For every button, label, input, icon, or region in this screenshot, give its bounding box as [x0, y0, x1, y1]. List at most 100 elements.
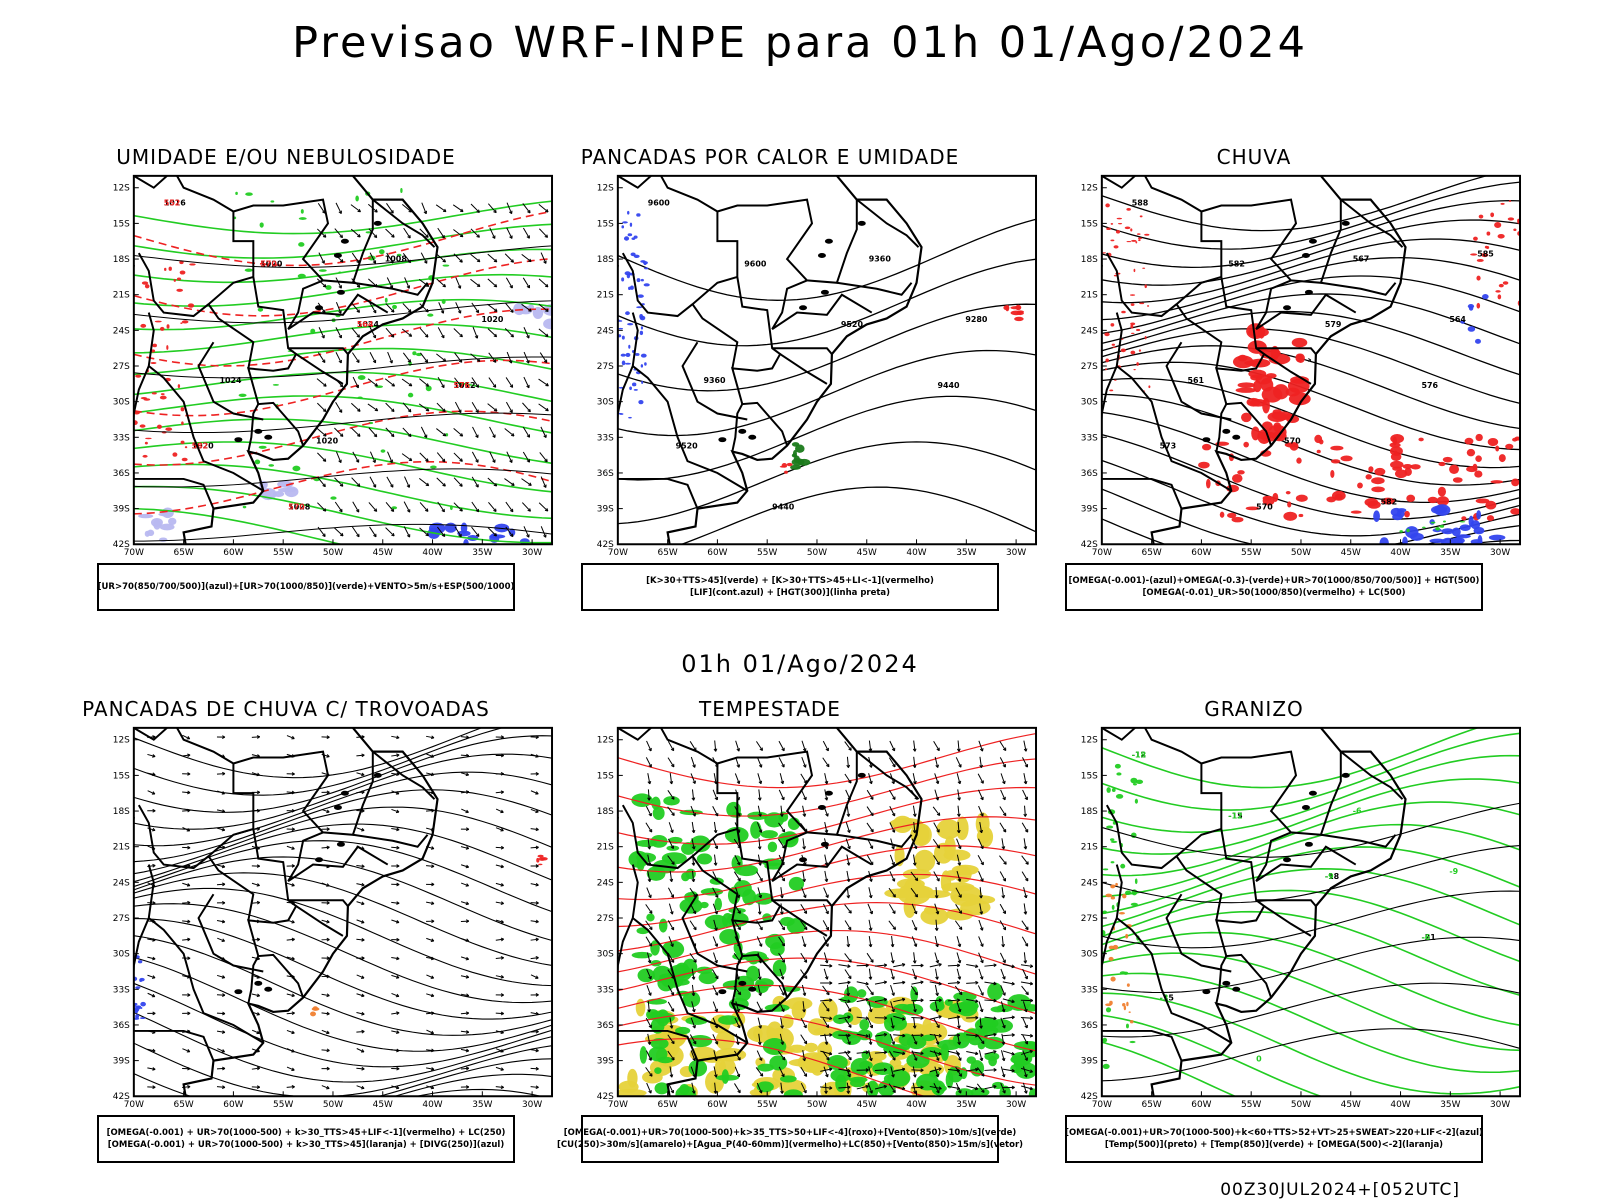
legend-line-1: [OMEGA(-0.001)-(azul)+OMEGA(-0.3)-(verde… [1068, 576, 1480, 586]
lon-tick-label: 50W [1291, 548, 1311, 558]
map-tempestade: 12S 15S 18S 21S 24S 27S 30S 33S 36S 39S 42S 70W 65W 6… [580, 725, 1040, 1129]
contour-label: -12 [1228, 811, 1242, 820]
lon-tick-label: 60W [1191, 548, 1211, 558]
lat-tick-label: 27S [113, 914, 130, 924]
contour-label: 1008 [385, 254, 408, 263]
lon-tick-label: 30W [1490, 548, 1510, 558]
lon-tick-label: 35W [472, 548, 492, 558]
contour-label: 570 [1256, 502, 1273, 511]
lon-tick-label: 65W [1141, 1100, 1161, 1110]
lat-tick-label: 30S [1081, 950, 1098, 960]
lat-tick-label: 42S [113, 1092, 130, 1102]
lat-tick-label: 21S [597, 843, 614, 853]
lat-tick-label: 15S [1081, 219, 1098, 229]
lat-tick-label: 42S [597, 540, 614, 550]
panel-legend: [OMEGA(-0.001)-(azul)+OMEGA(-0.3)-(verde… [1065, 563, 1483, 611]
panel-legend: [OMEGA(-0.001) + UR>70(1000-500) + k>30_… [97, 1115, 515, 1163]
lon-tick-label: 35W [956, 548, 976, 558]
panel-title: PANCADAS POR CALOR E UMIDADE [580, 145, 960, 169]
legend-line-2: [OMEGA(-0.01)_UR>50(1000/850)(vermelho) … [1142, 588, 1406, 598]
lon-tick-label: 60W [1191, 1100, 1211, 1110]
lon-tick-label: 30W [1490, 1100, 1510, 1110]
contour-label: 1020 [260, 259, 283, 268]
map-plot: 9600 9600 9520 9440 9520 9440 9360 9280 9360 12S 1… [597, 174, 1038, 558]
contour-label: 1020 [481, 315, 504, 324]
lon-tick-label: 50W [323, 548, 343, 558]
legend-line-1: [OMEGA(-0.001)+UR>70(1000-500)+k>35_TTS>… [563, 1128, 1017, 1138]
contour-label: -12 [1132, 751, 1146, 760]
lat-tick-label: 33S [1081, 985, 1098, 995]
lat-tick-label: 18S [1081, 255, 1098, 265]
page-title: Previsao WRF-INPE para 01h 01/Ago/2024 [292, 18, 1308, 68]
lat-tick-label: 36S [597, 469, 614, 479]
map-umidade: 1016 1020 1024 1012 1020 1028 1008 1020 1024 1020… [96, 173, 556, 577]
contour-label: 9600 [648, 199, 671, 208]
lon-tick-label: 55W [273, 548, 293, 558]
lat-tick-label: 39S [113, 505, 130, 515]
contour-label: 582 [1381, 497, 1398, 506]
legend-line-2: [OMEGA(-0.001) + UR>70(1000-500) + k>30_… [107, 1140, 505, 1150]
legend-line-1: [UR>70(850/700/500)](azul)+[UR>70(1000/8… [97, 582, 515, 592]
lat-tick-label: 15S [113, 771, 130, 781]
lon-tick-label: 50W [807, 1100, 827, 1110]
lon-tick-label: 70W [1092, 548, 1112, 558]
lat-tick-label: 39S [1081, 505, 1098, 515]
lon-tick-label: 70W [124, 548, 144, 558]
lat-tick-label: 18S [1081, 807, 1098, 817]
lon-tick-label: 50W [323, 1100, 343, 1110]
panel-legend: [OMEGA(-0.001)+UR>70(1000-500)+k>35_TTS>… [557, 1115, 1023, 1163]
lat-tick-label: 36S [113, 469, 130, 479]
lon-tick-label: 55W [757, 1100, 777, 1110]
lat-tick-label: 39S [597, 1057, 614, 1067]
lat-tick-label: 18S [597, 807, 614, 817]
lat-tick-label: 36S [1081, 1021, 1098, 1031]
contour-label: 552 [164, 199, 181, 208]
legend-line-1: [OMEGA(-0.001) + UR>70(1000-500) + k>30_… [106, 1128, 506, 1138]
lat-tick-label: 15S [113, 219, 130, 229]
lat-tick-label: 42S [1081, 1092, 1098, 1102]
contour-label: -18 [1325, 872, 1340, 881]
lat-tick-label: 33S [1081, 433, 1098, 443]
lon-tick-label: 55W [1241, 548, 1261, 558]
lat-tick-label: 30S [597, 398, 614, 408]
lat-tick-label: 24S [113, 326, 130, 336]
panel-legend: [OMEGA(-0.001)+UR>70(1000-500)+k<60+TTS>… [1065, 1115, 1483, 1163]
contour-label: 582 [192, 442, 209, 451]
panel-chuva: CHUVA 588 582 579 576 573 570 567 564 561 570 582 5… [1024, 145, 1522, 645]
lon-tick-label: 40W [1390, 1100, 1410, 1110]
legend-line-2: [Temp(500)](preto) + [Temp(850)](verde) … [1104, 1140, 1444, 1150]
lat-tick-label: 18S [597, 255, 614, 265]
lat-tick-label: 30S [113, 398, 130, 408]
contour-label: 9440 [937, 381, 960, 390]
contour-label: 1028 [288, 502, 311, 511]
contour-label: 1020 [316, 437, 339, 446]
lon-tick-label: 65W [657, 1100, 677, 1110]
panel-title: UMIDADE E/OU NEBULOSIDADE [116, 145, 456, 169]
contour-label: 1020 [192, 442, 215, 451]
lon-tick-label: 65W [1141, 548, 1161, 558]
lat-tick-label: 18S [113, 807, 130, 817]
lon-tick-label: 55W [1241, 1100, 1261, 1110]
lat-tick-label: 12S [1081, 736, 1098, 746]
panel-pancadas-calor: PANCADAS POR CALOR E UMIDADE 9600 9600 952… [540, 145, 1038, 645]
lat-tick-label: 15S [597, 219, 614, 229]
contour-label: 585 [1477, 250, 1494, 259]
lat-tick-label: 42S [113, 540, 130, 550]
panel-legend: [K>30+TTS>45](verde) + [K>30+TTS>45+LI<-… [581, 563, 999, 611]
lon-tick-label: 35W [472, 1100, 492, 1110]
contour-label: 9520 [841, 320, 864, 329]
lat-tick-label: 12S [113, 184, 130, 194]
lon-tick-label: 60W [707, 1100, 727, 1110]
map-plot: 588 582 579 576 573 570 567 564 561 570 582 585 12S 1… [1081, 174, 1522, 558]
lat-tick-label: 12S [113, 736, 130, 746]
lat-tick-label: 33S [597, 985, 614, 995]
lon-tick-label: 30W [522, 1100, 542, 1110]
lat-tick-label: 27S [597, 362, 614, 372]
panel-legend: [UR>70(850/700/500)](azul)+[UR>70(1000/8… [97, 563, 515, 611]
lat-tick-label: 15S [597, 771, 614, 781]
lat-tick-label: 18S [113, 255, 130, 265]
lat-tick-label: 33S [113, 985, 130, 995]
lon-tick-label: 40W [1390, 548, 1410, 558]
